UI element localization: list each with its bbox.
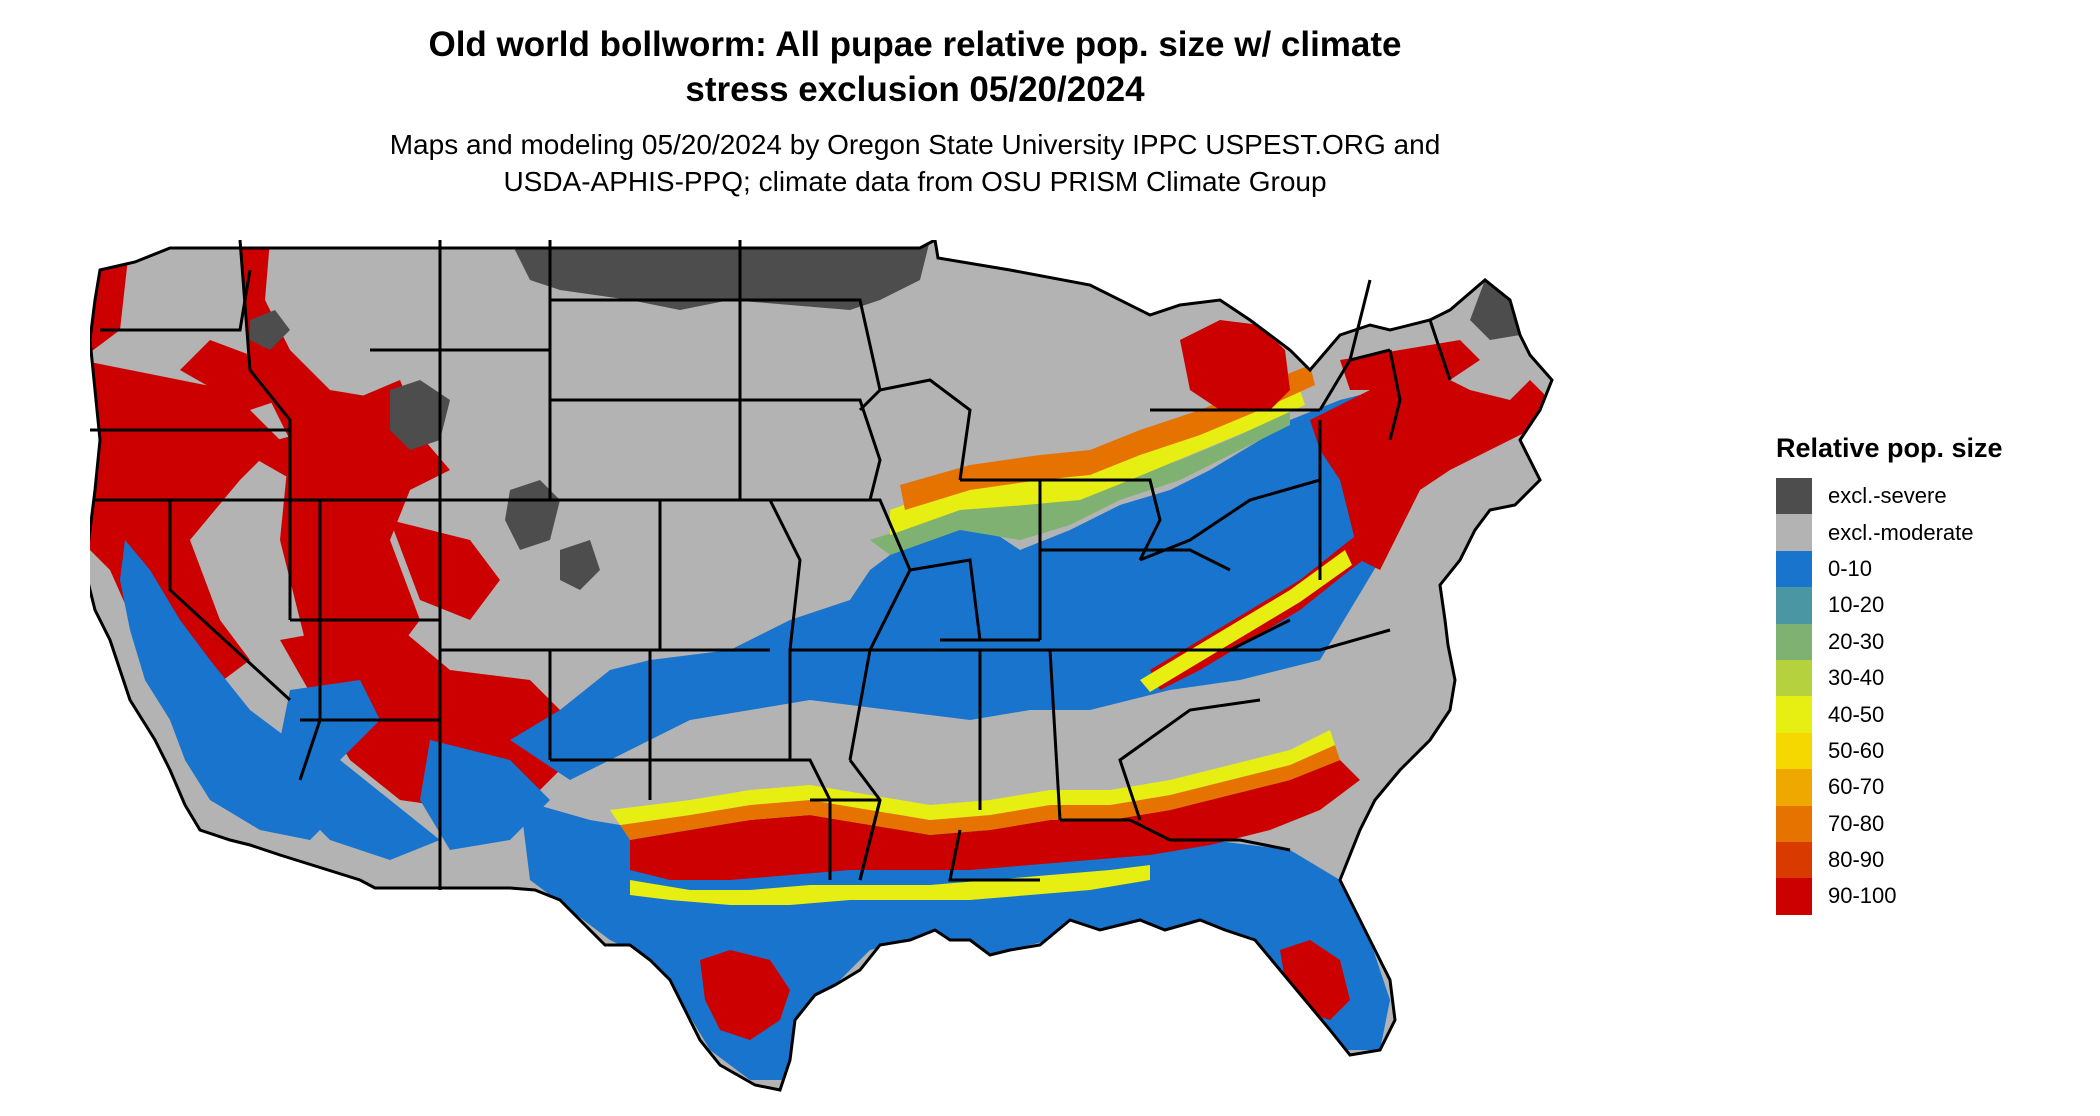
legend-title: Relative pop. size <box>1776 433 2003 463</box>
legend-item: 70-80 <box>1776 805 2076 842</box>
legend-swatch <box>1776 550 1812 588</box>
map-legend: Relative pop. size excl.-severe excl.-mod… <box>1776 432 2076 915</box>
legend-swatch <box>1776 769 1812 806</box>
legend-label: 50-60 <box>1828 737 1885 763</box>
legend-label: 30-40 <box>1828 665 1885 691</box>
map-subtitle-line-2: USDA-APHIS-PPQ; climate data from OSU PR… <box>503 166 1327 197</box>
legend-label: 20-30 <box>1828 628 1885 654</box>
legend-item: 80-90 <box>1776 841 2076 879</box>
legend-item: excl.-moderate <box>1776 514 2076 551</box>
us-map-svg <box>90 240 1554 1092</box>
us-population-map <box>90 240 1740 1116</box>
legend-item: 10-20 <box>1776 587 2076 624</box>
legend-label: excl.-severe <box>1828 483 1947 509</box>
legend-label: 70-80 <box>1828 810 1885 836</box>
legend-item: excl.-severe <box>1776 478 2076 515</box>
map-subtitle: Maps and modeling 05/20/2024 by Oregon S… <box>0 126 1830 200</box>
legend-item: 20-30 <box>1776 623 2076 660</box>
legend-swatch <box>1776 623 1812 660</box>
legend-swatch <box>1776 696 1812 733</box>
legend-swatch <box>1776 659 1812 697</box>
map-subtitle-line-1: Maps and modeling 05/20/2024 by Oregon S… <box>389 129 1441 160</box>
legend-swatch <box>1776 878 1812 915</box>
legend-label: 80-90 <box>1828 847 1885 873</box>
legend-label: excl.-moderate <box>1828 519 1974 545</box>
state-borders <box>90 240 1554 1092</box>
map-title-line-2: stress exclusion 05/20/2024 <box>685 70 1145 109</box>
legend-swatch <box>1776 587 1812 624</box>
legend-item: 30-40 <box>1776 659 2076 697</box>
legend-swatch <box>1776 478 1812 515</box>
legend-swatch <box>1776 805 1812 842</box>
legend-item: 50-60 <box>1776 732 2076 770</box>
legend-label: 60-70 <box>1828 774 1885 800</box>
legend-item: 90-100 <box>1776 878 2076 915</box>
legend-swatch <box>1776 514 1812 551</box>
legend-swatch <box>1776 732 1812 770</box>
legend-item: 0-10 <box>1776 550 2076 588</box>
legend-item: 40-50 <box>1776 696 2076 733</box>
legend-label: 40-50 <box>1828 701 1885 727</box>
legend-label: 0-10 <box>1828 555 1873 581</box>
legend-items: excl.-severe excl.-moderate 0-10 10-20 20-30… <box>1776 478 2076 915</box>
legend-label: 10-20 <box>1828 592 1885 618</box>
map-title: Old world bollworm: All pupae relative p… <box>0 22 1830 112</box>
legend-label: 90-100 <box>1828 883 1897 909</box>
raster-layers <box>90 240 1550 1080</box>
legend-item: 60-70 <box>1776 769 2076 806</box>
legend-swatch <box>1776 841 1812 879</box>
map-title-line-1: Old world bollworm: All pupae relative p… <box>428 25 1402 64</box>
